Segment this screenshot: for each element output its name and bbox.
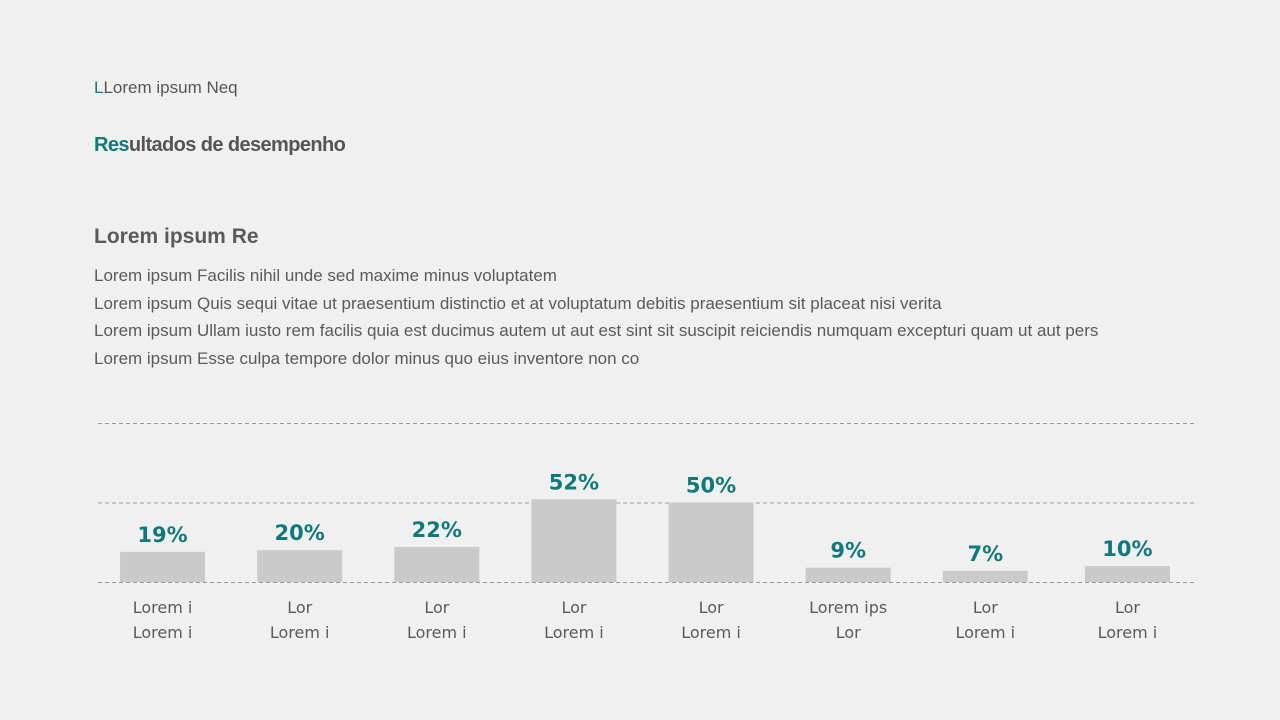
category-label-5-0: Lorem ips	[809, 598, 887, 617]
category-label-0-1: Lorem i	[133, 623, 193, 642]
value-label-6: 7%	[967, 542, 1003, 566]
chart-bars	[120, 499, 1170, 582]
content-line: Lorem ipsum Ullam iusto rem facilis quia…	[94, 321, 1099, 340]
content-line: Lorem ipsum Facilis nihil unde sed maxim…	[94, 266, 557, 285]
value-label-0: 19%	[137, 523, 187, 547]
chart-gridlines	[98, 423, 1195, 583]
category-label-7-0: Lor	[1115, 598, 1140, 617]
category-label-5-1: Lor	[836, 623, 861, 642]
content-subheading: Lorem ipsum Re	[94, 225, 259, 248]
value-label-2: 22%	[412, 518, 462, 542]
content-line: Lorem ipsum Esse culpa tempore dolor min…	[94, 348, 640, 368]
category-label-3-0: Lor	[561, 598, 586, 617]
section-title-text: ultados de desempenho	[128, 134, 346, 156]
category-label-2-0: Lor	[424, 598, 449, 617]
section-title-accent: Res	[94, 134, 129, 156]
content-lines: Lorem ipsum Facilis nihil unde sed maxim…	[94, 262, 1184, 372]
bar-6	[942, 570, 1028, 582]
eyebrow-text: Lorem ipsum Neq	[103, 78, 238, 97]
content-line: Lorem ipsum Quis sequi vitae ut praesent…	[94, 293, 942, 313]
bar-0	[120, 551, 206, 582]
value-label-7: 10%	[1102, 537, 1152, 561]
bar-2	[394, 547, 480, 582]
category-label-6-1: Lorem i	[956, 623, 1016, 642]
chart-value-labels: 19% 20% 22% 52% 50% 9% 7% 10%	[137, 470, 1152, 566]
chart-category-labels: Lorem i Lorem i Lor Lorem i Lor Lorem i Lor Lor…	[133, 598, 1157, 642]
value-label-4: 50%	[686, 474, 736, 498]
category-label-6-0: Lor	[973, 598, 998, 617]
category-label-4-1: Lorem i	[681, 623, 741, 642]
value-label-5: 9%	[830, 539, 866, 563]
category-label-4-0: Lor	[699, 598, 724, 617]
eyebrow-accent: L	[94, 78, 104, 97]
category-label-1-0: Lor	[287, 598, 312, 617]
bar-4	[668, 502, 754, 582]
category-label-3-1: Lorem i	[544, 623, 604, 642]
bar-1	[257, 550, 343, 582]
section-title: Resultados de desempenho	[94, 134, 346, 157]
bar-5	[805, 567, 891, 582]
bar-3	[531, 499, 617, 582]
bar-7	[1084, 566, 1170, 582]
eyebrow-label: LLorem ipsum Neq	[94, 78, 238, 98]
value-label-1: 20%	[275, 521, 325, 545]
value-label-3: 52%	[549, 470, 599, 494]
category-label-1-1: Lorem i	[270, 623, 330, 642]
category-label-0-0: Lorem i	[133, 598, 193, 617]
category-label-7-1: Lorem i	[1098, 623, 1158, 642]
category-label-2-1: Lorem i	[407, 623, 467, 642]
